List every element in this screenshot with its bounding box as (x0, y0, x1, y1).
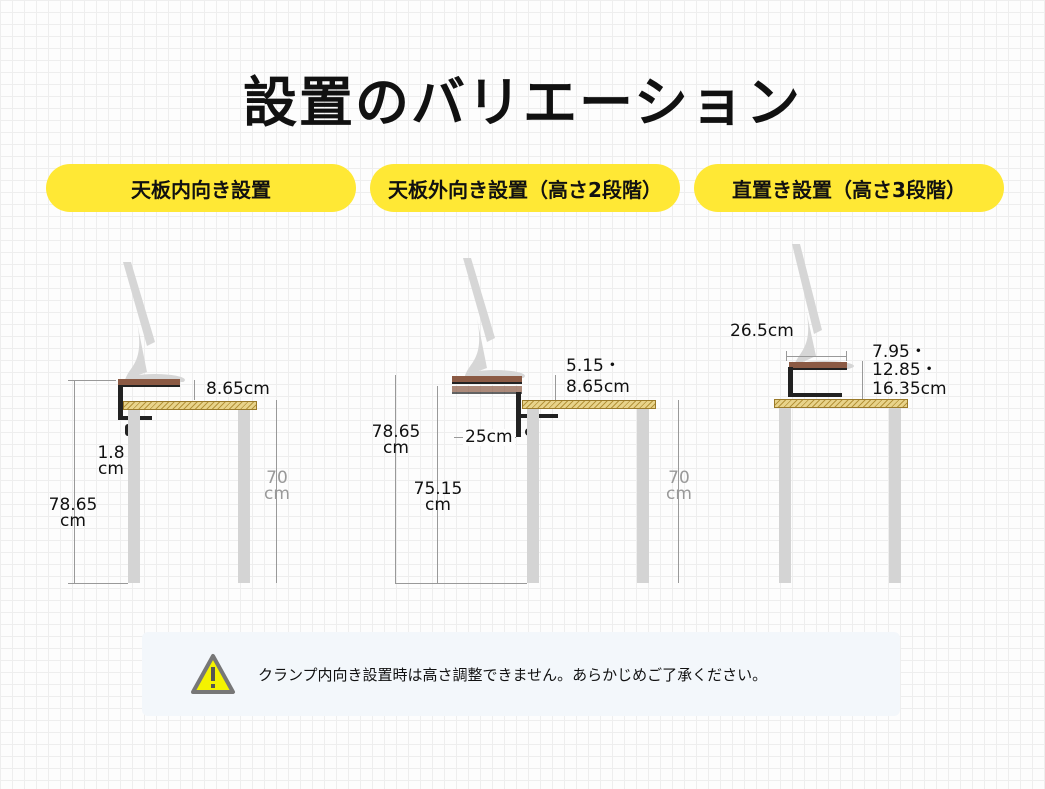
dimension-label: 78.65 (371, 422, 421, 442)
stand-frame (788, 367, 793, 397)
dimension-line (437, 386, 438, 583)
desk-leg (527, 409, 539, 583)
dimension-label: 25cm (463, 427, 515, 447)
dimension-label: 78.65 (48, 495, 98, 515)
desk-leg (128, 410, 140, 583)
dimension-label: 8.65cm (566, 377, 630, 397)
dimension-label: 70 (266, 468, 288, 488)
shelf (452, 376, 522, 384)
dimension-line (862, 361, 863, 399)
shelf (789, 362, 847, 370)
monitor-icon (463, 258, 525, 378)
desk-top (774, 399, 908, 408)
dimension-line (74, 380, 75, 583)
dimension-label: 12.85・ (872, 360, 938, 380)
dimension-line (786, 356, 846, 357)
desk-top (123, 401, 257, 410)
note-text: クランプ内向き設置時は高さ調整できません。あらかじめご了承ください。 (258, 665, 768, 684)
dimension-line (395, 375, 396, 583)
desk-leg (637, 409, 649, 583)
stand-base (788, 393, 842, 397)
dimension-unit: cm (264, 484, 290, 504)
dimension-line (68, 583, 128, 584)
monitor-icon (123, 262, 185, 382)
dimension-line (555, 375, 556, 400)
dimension-label: 1.8 (97, 443, 125, 463)
desk-top (522, 400, 656, 409)
dimension-unit: cm (425, 495, 451, 515)
dimension-line (678, 400, 679, 583)
desk-leg (889, 408, 901, 583)
monitor-icon (792, 244, 854, 369)
clamp-bracket (118, 385, 123, 420)
dimension-label: 5.15・ (566, 356, 621, 376)
desk-leg (779, 408, 791, 583)
dimension-line (395, 583, 527, 584)
dimension-unit: cm (60, 511, 86, 531)
dimension-label: 26.5cm (730, 321, 794, 341)
dimension-line (194, 380, 195, 400)
note-box: クランプ内向き設置時は高さ調整できません。あらかじめご了承ください。 (142, 632, 900, 716)
variation-label-outward: 天板外向き設置（高さ2段階） (370, 164, 680, 212)
dimension-line (68, 380, 116, 381)
variation-label-direct: 直置き設置（高さ3段階） (694, 164, 1004, 212)
shelf-lower (452, 386, 522, 394)
dimension-line (846, 351, 847, 361)
dimension-label: 75.15 (413, 479, 463, 499)
dimension-label: 7.95・ (872, 342, 927, 362)
dimension-unit: cm (383, 438, 409, 458)
page-title: 設置のバリエーション (243, 71, 802, 134)
dimension-label: 70 (668, 468, 690, 488)
warning-icon (191, 654, 235, 694)
dimension-line (276, 400, 277, 583)
variation-label-inward: 天板内向き設置 (46, 164, 356, 212)
shelf (118, 379, 180, 387)
dimension-label: 16.35cm (872, 379, 947, 399)
dimension-unit: cm (666, 484, 692, 504)
desk-leg (238, 410, 250, 583)
dimension-unit: cm (98, 459, 124, 479)
dimension-label: 8.65cm (206, 379, 270, 399)
